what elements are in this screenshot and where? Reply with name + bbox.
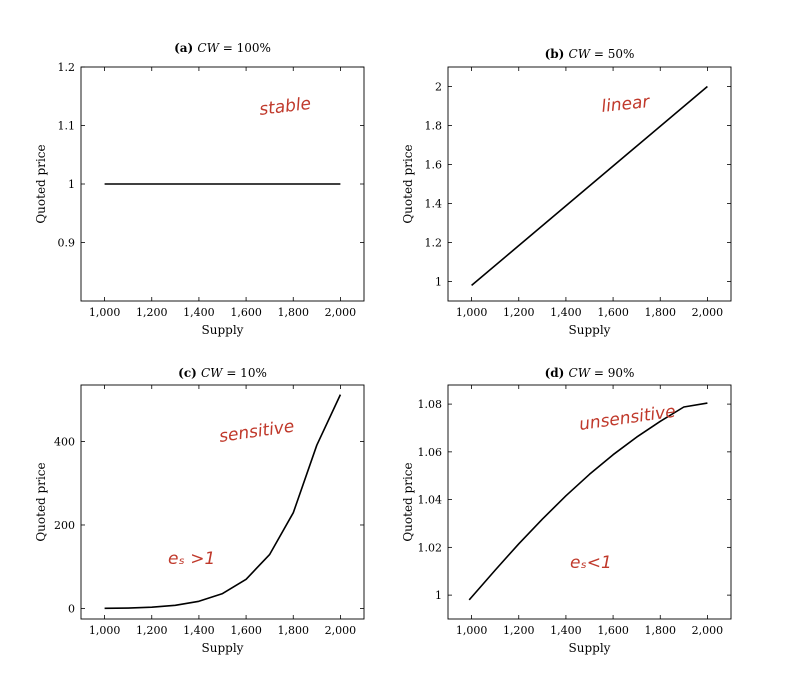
y-axis-label: Quoted price <box>34 144 48 223</box>
x-tick-label: 1,800 <box>278 624 310 637</box>
y-tick-label: 2 <box>435 81 442 94</box>
x-axis-label: Supply <box>569 641 611 655</box>
plot-frame <box>447 384 732 620</box>
x-tick-label: 1,600 <box>230 306 262 319</box>
y-tick-label: 1 <box>435 589 442 602</box>
x-tick-label: 2,000 <box>692 624 724 637</box>
plot-frame <box>447 66 732 302</box>
plot-frame <box>80 384 365 620</box>
x-tick-label: 1,000 <box>456 306 488 319</box>
y-tick-label: 1.2 <box>425 237 443 250</box>
x-tick-label: 1,200 <box>503 624 535 637</box>
annotation: eₛ >1 <box>168 549 215 569</box>
y-tick-label: 1.06 <box>418 446 443 459</box>
x-tick-label: 1,600 <box>597 624 629 637</box>
y-axis-label: Quoted price <box>401 462 415 541</box>
x-tick-label: 1,400 <box>183 624 215 637</box>
x-tick-label: 2,000 <box>325 624 357 637</box>
y-tick-label: 0.9 <box>58 237 76 250</box>
x-tick-label: 1,000 <box>89 306 121 319</box>
chart-panel-2: (b) CW = 50% 1,000 1,200 1,400 1,600 1,800 2,0… <box>401 47 732 337</box>
chart-title: (d) CW = 90% <box>545 366 635 380</box>
x-tick-label: 2,000 <box>692 306 724 319</box>
y-axis-label: Quoted price <box>401 144 415 223</box>
x-tick-label: 1,200 <box>503 306 535 319</box>
chart-title: (a) CW = 100% <box>174 41 271 55</box>
x-tick-label: 1,800 <box>645 306 677 319</box>
chart-panel-4: (d) CW = 90% 1,000 1,200 1,400 1,600 1,800 2,0… <box>401 366 732 655</box>
y-axis-label: Quoted price <box>34 462 48 541</box>
y-tick-label: 400 <box>54 435 75 448</box>
y-tick-label: 1.2 <box>58 61 76 74</box>
y-tick-label: 1 <box>68 178 75 191</box>
annotation: linear <box>600 92 651 117</box>
series-line <box>104 394 342 610</box>
y-tick-label: 1.1 <box>58 120 76 133</box>
y-tick-label: 1 <box>435 276 442 289</box>
annotation: stable <box>258 94 312 120</box>
series-line <box>471 85 708 287</box>
x-tick-label: 2,000 <box>325 306 357 319</box>
x-axis-label: Supply <box>569 323 611 337</box>
annotation: unsensitive <box>578 402 677 435</box>
x-tick-label: 1,200 <box>136 306 168 319</box>
y-tick-label: 1.6 <box>425 159 443 172</box>
y-tick-label: 1.02 <box>418 541 443 554</box>
x-tick-label: 1,000 <box>89 624 121 637</box>
x-tick-label: 1,000 <box>456 624 488 637</box>
y-tick-label: 200 <box>54 519 75 532</box>
x-tick-label: 1,400 <box>550 306 582 319</box>
y-tick-label: 1.4 <box>425 198 443 211</box>
x-tick-label: 1,600 <box>230 624 262 637</box>
y-tick-label: 0 <box>68 603 75 616</box>
x-tick-label: 1,800 <box>645 624 677 637</box>
y-tick-label: 1.08 <box>418 398 443 411</box>
x-tick-label: 1,400 <box>183 306 215 319</box>
y-tick-label: 1.04 <box>418 494 443 507</box>
x-tick-label: 1,800 <box>278 306 310 319</box>
chart-title: (b) CW = 50% <box>545 47 635 61</box>
x-tick-label: 1,200 <box>136 624 168 637</box>
x-axis-label: Supply <box>202 323 244 337</box>
y-tick-label: 1.8 <box>425 120 443 133</box>
x-axis-label: Supply <box>202 641 244 655</box>
annotation: sensitive <box>218 417 296 447</box>
chart-title: (c) CW = 10% <box>178 366 267 380</box>
annotation: eₛ<1 <box>570 553 612 573</box>
x-tick-label: 1,600 <box>597 306 629 319</box>
series-line <box>468 402 708 601</box>
chart-panel-1: (a) CW = 100% 1,000 1,200 1,400 1,600 1,800 2,… <box>34 41 365 337</box>
chart-panel-3: (c) CW = 10% 1,000 1,200 1,400 1,600 1,800 2,0… <box>34 366 365 655</box>
x-tick-label: 1,400 <box>550 624 582 637</box>
